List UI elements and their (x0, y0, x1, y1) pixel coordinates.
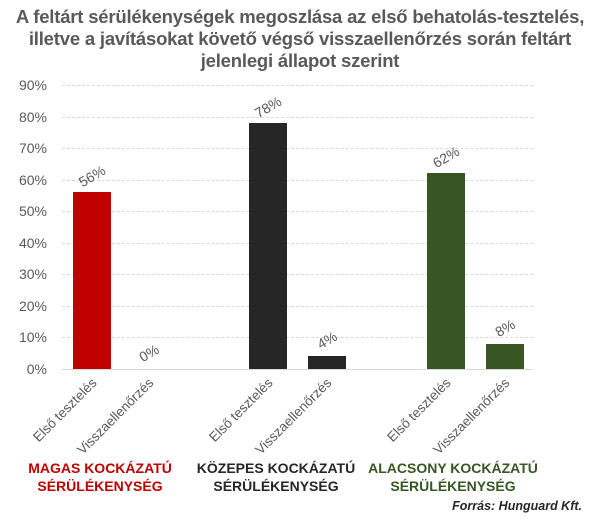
bar-recheck (308, 356, 346, 369)
group-label-line-1: ALACSONY KOCKÁZATÚ (368, 460, 538, 476)
y-tick-label: 30% (18, 266, 47, 282)
y-tick-label: 60% (18, 172, 47, 188)
group-label-line-1: MAGAS KOCKÁZATÚ (28, 460, 172, 476)
y-tick-label: 70% (18, 140, 47, 156)
gridline (62, 85, 533, 86)
bar-first-test (427, 173, 465, 369)
data-label: 56% (75, 162, 109, 191)
x-axis-line (62, 369, 533, 370)
group-label-line-2: SÉRÜLÉKENYSÉG (390, 478, 516, 494)
gridline (62, 117, 533, 118)
y-tick-label: 10% (18, 329, 47, 345)
chart-title: A feltárt sérülékenységek megoszlása az … (0, 6, 600, 72)
source-note: Forrás: Hunguard Kft. (452, 499, 582, 513)
data-label: 0% (136, 341, 162, 365)
y-tick-label: 40% (18, 235, 47, 251)
group-label-line-1: KÖZEPES KOCKÁZATÚ (196, 460, 356, 476)
gridline (62, 243, 533, 244)
bar-first-test (249, 122, 287, 369)
data-label: 62% (429, 143, 463, 172)
y-tick-label: 20% (18, 298, 47, 314)
chart-title-line-1: A feltárt sérülékenységek megoszlása az … (15, 6, 585, 27)
group-label-line-2: SÉRÜLÉKENYSÉG (37, 478, 163, 494)
data-label: 4% (314, 328, 340, 353)
group-label: KÖZEPES KOCKÁZATÚ SÉRÜLÉKENYSÉG (176, 459, 376, 495)
gridline (62, 148, 533, 149)
gridline (62, 180, 533, 181)
bar-first-test (73, 192, 111, 369)
gridline (62, 274, 533, 275)
bar-recheck (486, 343, 524, 369)
group-label: MAGAS KOCKÁZATÚ SÉRÜLÉKENYSÉG (0, 459, 200, 495)
gridline (62, 337, 533, 338)
y-tick-label: 80% (18, 109, 47, 125)
chart-title-line-3: jelenlegi állapot szerint (200, 50, 400, 71)
gridline (62, 211, 533, 212)
gridline (62, 306, 533, 307)
y-tick-label: 0% (26, 361, 47, 377)
data-label: 78% (251, 92, 285, 121)
group-label: ALACSONY KOCKÁZATÚ SÉRÜLÉKENYSÉG (353, 459, 553, 495)
data-label: 8% (492, 315, 518, 340)
group-label-line-2: SÉRÜLÉKENYSÉG (213, 478, 339, 494)
y-tick-label: 50% (18, 203, 47, 219)
chart-title-line-2: illetve a javításokat követő végső vissz… (28, 28, 572, 49)
y-tick-label: 90% (18, 77, 47, 93)
